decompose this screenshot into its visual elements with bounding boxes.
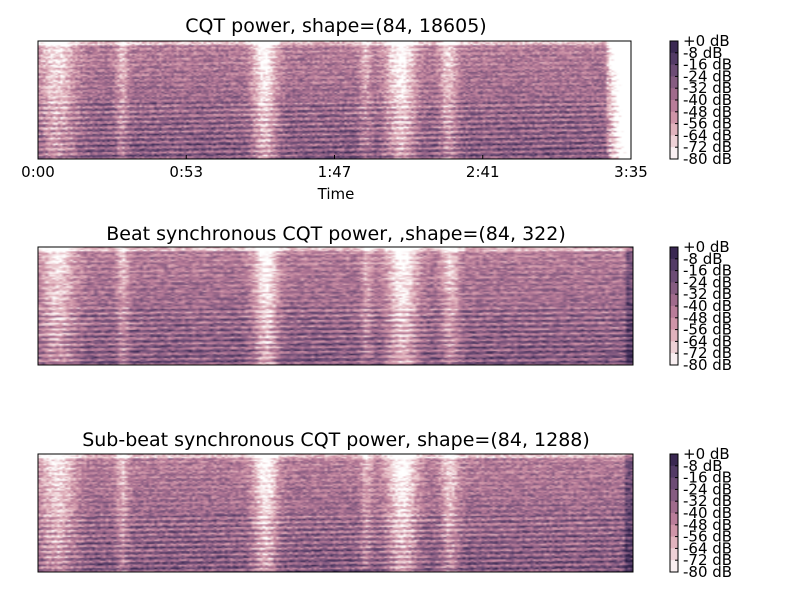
- colorbar-segment: [670, 76, 678, 89]
- colorbar-tick-label: -24 dB: [683, 67, 732, 85]
- chart-title: CQT power, shape=(84, 18605): [185, 15, 486, 37]
- colorbar-segment: [670, 329, 678, 342]
- colorbar-segment: [670, 282, 678, 295]
- colorbar-segment: [670, 513, 678, 526]
- x-tick-label: 2:41: [466, 163, 500, 181]
- colorbar-tick-label: +0 dB: [683, 445, 730, 463]
- colorbar-segment: [670, 64, 678, 77]
- x-tick-label: 0:00: [21, 163, 55, 181]
- colorbar-tick-label: -56 dB: [683, 115, 732, 133]
- colorbar-tick-label: -72 dB: [683, 344, 732, 362]
- colorbar-tick-label: -16 dB: [683, 469, 732, 487]
- colorbar-segment: [670, 548, 678, 561]
- colorbar-tick-label: -40 dB: [683, 297, 732, 315]
- colorbar-segment: [670, 353, 678, 366]
- colorbar-segment: [670, 111, 678, 125]
- x-axis-label: Time: [317, 185, 355, 203]
- colorbar-tick-label: -48 dB: [683, 516, 732, 534]
- colorbar-tick-label: -8 dB: [683, 44, 723, 62]
- colorbar-segment: [670, 100, 678, 113]
- colorbar-segment: [670, 123, 678, 136]
- colorbar-segment: [670, 135, 678, 148]
- colorbar-tick-label: -8 dB: [683, 250, 723, 268]
- colorbar-tick-label: -32 dB: [683, 79, 732, 97]
- colorbar-tick-label: -8 dB: [683, 457, 723, 475]
- colorbar-tick-label: -72 dB: [683, 138, 732, 156]
- colorbar-tick-label: -56 dB: [683, 321, 732, 339]
- colorbar-segment: [670, 294, 678, 307]
- colorbar: +0 dB-8 dB-16 dB-24 dB-32 dB-40 dB-48 dB…: [669, 32, 732, 168]
- colorbar-tick-label: -64 dB: [683, 539, 732, 557]
- x-tick-label: 3:35: [614, 163, 648, 181]
- heatmap-image: [38, 454, 633, 572]
- colorbar-tick-label: -80 dB: [683, 563, 732, 581]
- colorbar-tick-label: -24 dB: [683, 480, 732, 498]
- colorbar-tick-label: -40 dB: [683, 504, 732, 522]
- colorbar-tick-label: -24 dB: [683, 273, 732, 291]
- colorbar-segment: [670, 88, 678, 101]
- colorbar-tick-label: -64 dB: [683, 332, 732, 350]
- colorbar-segment: [670, 465, 678, 479]
- colorbar-segment: [670, 147, 678, 160]
- colorbar-tick-label: +0 dB: [683, 238, 730, 256]
- colorbar-tick-label: -16 dB: [683, 56, 732, 74]
- colorbar-tick-label: -48 dB: [683, 103, 732, 121]
- axes-frame: [37, 246, 634, 366]
- colorbar-tick-label: -80 dB: [683, 356, 732, 374]
- colorbar-tick-label: -16 dB: [683, 262, 732, 280]
- colorbar-tick-label: -56 dB: [683, 528, 732, 546]
- chart-panel-3: Sub-beat synchronous CQT power, shape=(8…: [37, 429, 732, 581]
- colorbar-segment: [670, 501, 678, 514]
- colorbar-segment: [670, 247, 678, 260]
- axes-frame: [37, 453, 634, 573]
- colorbar-tick-label: -32 dB: [683, 285, 732, 303]
- colorbar: +0 dB-8 dB-16 dB-24 dB-32 dB-40 dB-48 dB…: [669, 238, 732, 374]
- colorbar-tick-label: -40 dB: [683, 91, 732, 109]
- colorbar-segment: [670, 454, 678, 467]
- colorbar-tick-label: +0 dB: [683, 32, 730, 50]
- colorbar-segment: [670, 341, 678, 354]
- chart-title: Beat synchronous CQT power, ,shape=(84, …: [106, 223, 566, 245]
- colorbar-tick-label: -32 dB: [683, 492, 732, 510]
- colorbar-segment: [670, 270, 678, 283]
- colorbar-segment: [670, 489, 678, 502]
- colorbar: +0 dB-8 dB-16 dB-24 dB-32 dB-40 dB-48 dB…: [669, 445, 732, 581]
- heatmap-image: [38, 41, 631, 159]
- colorbar-segment: [670, 258, 678, 272]
- chart-panel-2: Beat synchronous CQT power, ,shape=(84, …: [37, 223, 732, 374]
- colorbar-segment: [670, 477, 678, 490]
- colorbar-tick-label: -72 dB: [683, 551, 732, 569]
- colorbar-segment: [670, 52, 678, 66]
- colorbar-tick-label: -64 dB: [683, 126, 732, 144]
- colorbar-segment: [670, 41, 678, 54]
- colorbar-tick-label: -80 dB: [683, 150, 732, 168]
- heatmap-image: [38, 247, 633, 365]
- colorbar-segment: [670, 536, 678, 549]
- colorbar-segment: [670, 306, 678, 319]
- x-tick-label: 0:53: [169, 163, 203, 181]
- chart-panel-1: CQT power, shape=(84, 18605) 0:00 0:53 1:47…: [21, 15, 732, 203]
- colorbar-segment: [670, 317, 678, 331]
- colorbar-segment: [670, 560, 678, 573]
- x-tick-label: 1:47: [318, 163, 352, 181]
- colorbar-segment: [670, 524, 678, 538]
- colorbar-tick-label: -48 dB: [683, 309, 732, 327]
- chart-title: Sub-beat synchronous CQT power, shape=(8…: [82, 429, 590, 451]
